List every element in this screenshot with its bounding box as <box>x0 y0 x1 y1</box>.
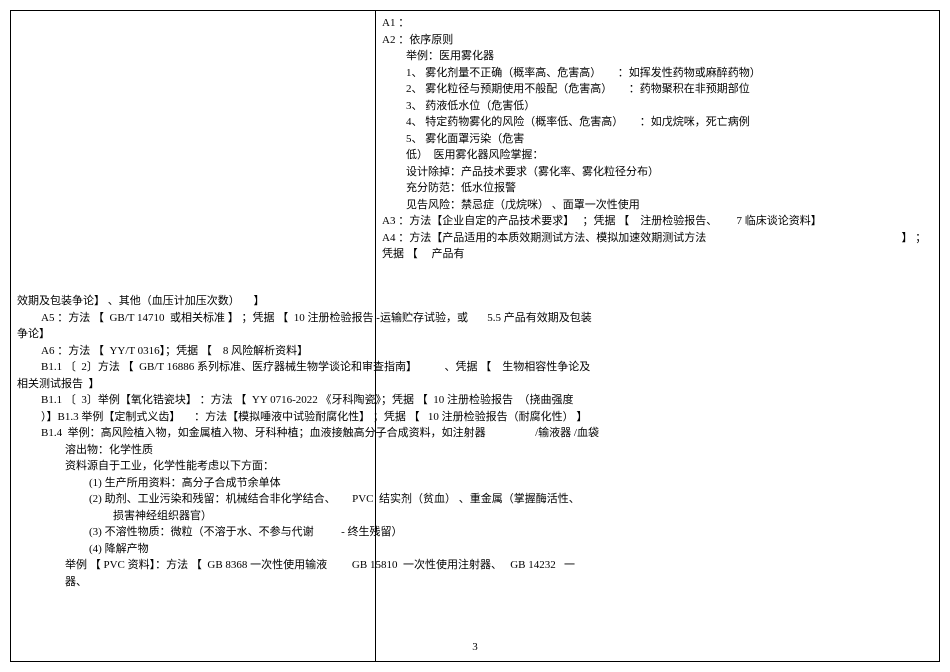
line-b14-2: 资料源自于工业，化学性能考虑以下方面： <box>17 458 933 475</box>
line-b14-ex2: 器、 <box>17 574 933 591</box>
line-a2-low: 低） 医用雾化器风险掌握： <box>382 147 933 164</box>
line-a2-design: 设计除掉：产品技术要求（雾化率、雾化粒径分布） <box>382 164 933 181</box>
page-number: 3 <box>11 639 939 656</box>
note: ：药物聚积在非预期部位 <box>629 83 750 95</box>
text: 4、 特定药物雾化的风险（概率低、危害高） <box>406 116 623 128</box>
line-b14-2-2: (2) 助剂、工业污染和残留：机械结合非化学结合、 PVC 结实剂（贫血） 、重… <box>17 491 933 508</box>
line-a2-4: 4、 特定药物雾化的风险（概率低、危害高） ：如戊烷咪，死亡病例 <box>382 114 933 131</box>
line-b14-2-4: (4) 降解产物 <box>17 541 933 558</box>
line-b14-2-2b: 损害神经组织器官） <box>17 508 933 525</box>
line-a3: A3 ：方法【企业自定的产品技术要求】 ；凭据 【 注册检验报告、 7 临床谈论… <box>382 213 933 230</box>
note: ：如戊烷咪，死亡病例 <box>640 116 750 128</box>
line-a2-prevent: 充分防范：低水位报警 <box>382 180 933 197</box>
line-b11-3: B1.1 〔 3〕举例【氧化锆瓷块】 ：方法 【 YY 0716-2022 《牙… <box>17 392 933 409</box>
line-b14-ex: 举例 【 PVC 资料】：方法 【 GB 8368 一次性使用输液 GB 158… <box>17 557 933 574</box>
line-a4: A4 ：方法【产品适用的本质效期测试方法、模拟加速效期测试方法 】 ；凭据 【 … <box>382 230 933 263</box>
text: 2、 雾化粒径与预期使用不般配（危害高） <box>406 83 612 95</box>
note: ：如挥发性药物或麻醉药物） <box>618 67 761 79</box>
line-b13: ）】B1.3 举例【定制式义齿】 ：方法【模拟唾液中试验耐腐化性】 ；凭据 【 … <box>17 409 933 426</box>
line-a2-2: 2、 雾化粒径与预期使用不般配（危害高） ：药物聚积在非预期部位 <box>382 81 933 98</box>
line-b14-2-1: (1) 生产所用资料：高分子合成节余单体 <box>17 475 933 492</box>
line-b14-2-3: (3) 不溶性物质：微粒（不溶于水、不参与代谢 - 终生残留） <box>17 524 933 541</box>
line-a2-3: 3、 药液低水位（危害低） <box>382 98 933 115</box>
line-a2-warn: 见告风险：禁忌症（戊烷咪） 、面罩一次性使用 <box>382 197 933 214</box>
line-b14-1: 溶出物：化学性质 <box>17 442 933 459</box>
line-a2: A2 ：依序原则 <box>382 32 933 49</box>
line-b11: B1.1 〔 2〕方法 【 GB/T 16886 系列标准、医疗器械生物学谈论和… <box>17 359 933 376</box>
full-width-block: 效期及包装争论】 、其他（血压计加压次数） 】 A5 ：方法 【 GB/T 14… <box>11 289 939 594</box>
document-body: A1 ： A2 ：依序原则 举例：医用雾化器 1、 雾化剂量不正确（概率高、危害… <box>376 11 939 267</box>
line-a2-ex: 举例：医用雾化器 <box>382 48 933 65</box>
line-a2-5: 5、 雾化面罩污染（危害 <box>382 131 933 148</box>
line-a6: A6 ：方法 【 YY/T 0316】；凭据 【 8 风险解析资料】 <box>17 343 933 360</box>
line-b14: B1.4 举例：高风险植入物，如金属植入物、牙科种植；血液接触高分子合成资料，如… <box>17 425 933 442</box>
text: 1、 雾化剂量不正确（概率高、危害高） <box>406 67 601 79</box>
line-a4-cont: 效期及包装争论】 、其他（血压计加压次数） 】 <box>17 293 933 310</box>
page-frame: A1 ： A2 ：依序原则 举例：医用雾化器 1、 雾化剂量不正确（概率高、危害… <box>10 10 940 662</box>
line-a5-cont: 争论】 <box>17 326 933 343</box>
line-b11-cont: 相关测试报告 】 <box>17 376 933 393</box>
line-a2-1: 1、 雾化剂量不正确（概率高、危害高） ：如挥发性药物或麻醉药物） <box>382 65 933 82</box>
line-a5: A5 ：方法 【 GB/T 14710 或相关标准 】 ；凭据 【 10 注册检… <box>17 310 933 327</box>
line-a1: A1 ： <box>382 15 933 32</box>
